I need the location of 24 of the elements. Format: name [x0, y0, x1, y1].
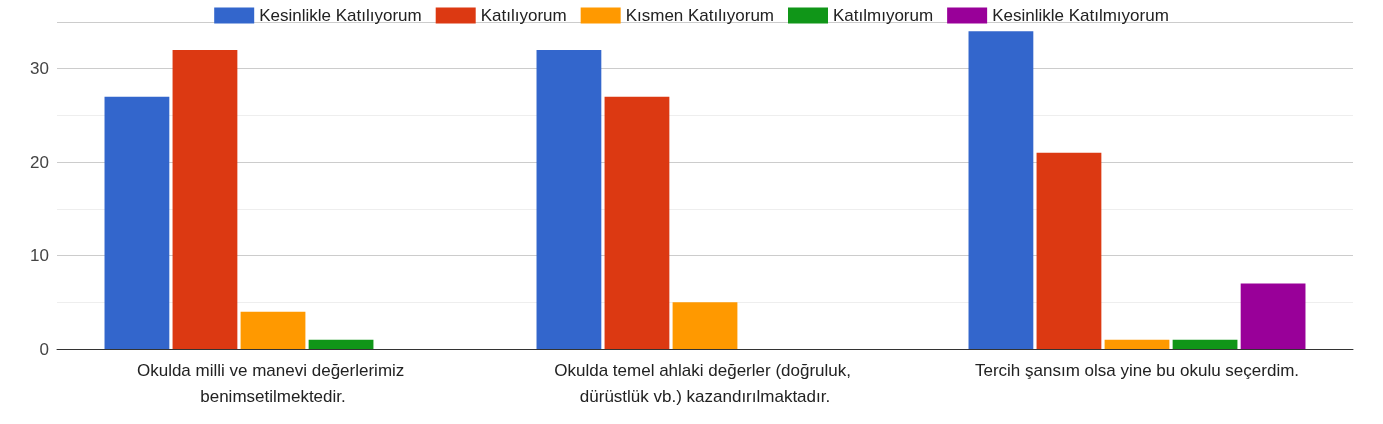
y-tick-label: 30: [30, 59, 49, 79]
bar: [308, 339, 374, 349]
legend-label: Katılmıyorum: [833, 6, 934, 25]
y-tick-label: 0: [39, 339, 49, 359]
legend-label: Kesinlikle Katılmıyorum: [992, 6, 1169, 25]
bar: [536, 50, 602, 349]
bar: [1172, 339, 1238, 349]
x-tick-label: Okulda temel ahlaki değerler (doğruluk, dürüstlük vb.) kazandırılmaktadır.: [554, 360, 856, 406]
legend-label: Kısmen Katılıyorum: [625, 6, 774, 25]
bar: [104, 96, 170, 349]
x-tick-label: Okulda milli ve manevi değerlerimiz benimsetilmektedir.: [136, 360, 410, 406]
bar: [604, 96, 670, 349]
bar: [1104, 339, 1170, 349]
bar: [968, 31, 1034, 349]
bar: [240, 311, 306, 349]
bar: [672, 302, 738, 349]
legend-label: Kesinlikle Katılıyorum: [259, 6, 422, 25]
bar: [1240, 283, 1306, 349]
bar: [172, 50, 238, 349]
y-tick-label: 10: [30, 246, 49, 266]
legend-label: Katılıyorum: [480, 6, 567, 25]
x-tick-label: Tercih şansım olsa yine bu okulu seçerdim.: [974, 360, 1300, 380]
bar: [1036, 152, 1102, 349]
y-tick-label: 20: [30, 152, 49, 172]
